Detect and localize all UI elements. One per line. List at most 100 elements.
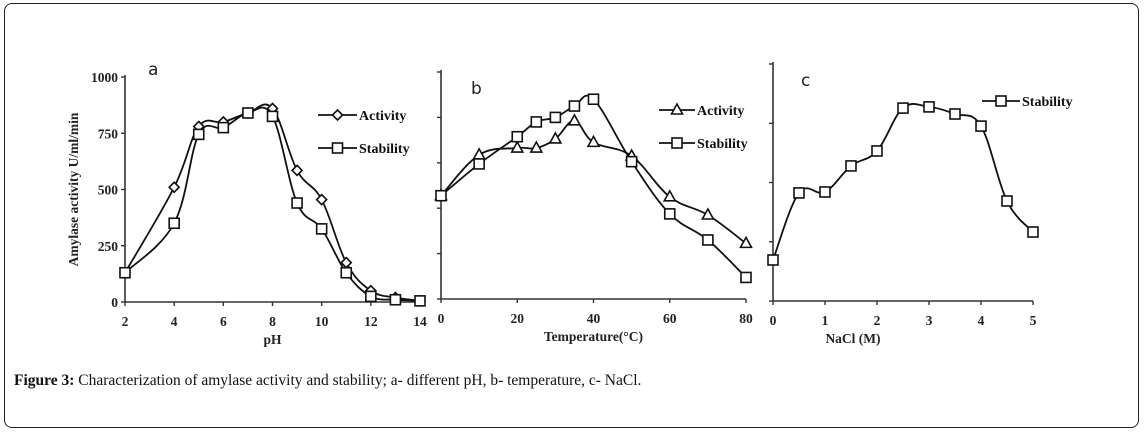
- caption-text: Characterization of amylase activity and…: [74, 372, 642, 389]
- data-point-activity: [510, 140, 525, 153]
- data-point-stability: [793, 187, 805, 199]
- x-tick-label: 12: [364, 314, 378, 329]
- legend-label: Activity: [697, 104, 744, 119]
- data-point-stability: [389, 293, 402, 306]
- data-point-stability: [740, 271, 752, 284]
- data-point-stability: [568, 100, 581, 112]
- x-tick-label: 80: [739, 311, 753, 326]
- x-tick-label: 10: [315, 314, 329, 329]
- x-tick-label: 1: [822, 313, 829, 328]
- chart-panel-a: 0 250 500 750 1000 2 4 6 8 10 12 14 pH Amylase activi…: [66, 60, 427, 347]
- figure-frame: [4, 3, 1139, 428]
- series-line-activity: [124, 103, 421, 302]
- data-point-stability: [365, 290, 377, 303]
- x-tick-label: 60: [663, 311, 677, 326]
- data-point-activity: [567, 113, 582, 126]
- y-tick-label: 0: [111, 295, 118, 310]
- x-tick-label: 3: [926, 313, 933, 328]
- data-point-stability: [340, 266, 353, 279]
- data-point-stability: [1001, 195, 1013, 207]
- data-point-stability: [291, 197, 303, 209]
- data-point-stability: [923, 101, 935, 113]
- series-activity: [434, 113, 753, 249]
- x-tick-label: 20: [511, 311, 525, 326]
- panel-letter: a: [148, 60, 158, 80]
- series-line-stability: [772, 103, 1034, 261]
- data-point-activity: [290, 164, 304, 177]
- data-point-activity: [739, 235, 753, 249]
- x-tick-label: 40: [587, 311, 601, 326]
- series-stability: [435, 93, 752, 284]
- legend-marker: [995, 95, 1007, 107]
- data-point-stability: [217, 121, 230, 134]
- y-tick-label: 750: [98, 126, 119, 141]
- data-point-activity: [472, 147, 486, 160]
- data-point-stability: [819, 186, 831, 198]
- data-point-stability: [414, 295, 426, 307]
- legend-item-stability: Stability: [982, 95, 1073, 110]
- data-point-activity: [548, 131, 563, 144]
- legend-label: Stability: [697, 137, 748, 152]
- data-point-activity: [529, 140, 544, 153]
- x-tick-label: 0: [438, 311, 445, 326]
- data-point-activity: [315, 193, 328, 206]
- x-tick-label: 6: [220, 314, 227, 329]
- legend-marker: [671, 137, 683, 149]
- data-point-stability: [549, 111, 562, 124]
- data-point-stability: [473, 158, 485, 170]
- series-stability: [119, 106, 426, 307]
- y-tick-label: 1000: [91, 70, 118, 85]
- chart-panel-b: 0 20 40 60 80 Temperature(°C) b Activity Stabili…: [434, 70, 753, 344]
- data-point-activity: [701, 207, 715, 220]
- legend-item-activity: Activity: [318, 108, 406, 124]
- y-tick-label: 250: [98, 239, 119, 254]
- data-point-stability: [266, 110, 279, 123]
- data-point-stability: [702, 234, 714, 246]
- data-point-stability: [845, 160, 857, 172]
- y-axis-title: Amylase activity U/ml/min: [66, 112, 81, 266]
- x-tick-label: 5: [1030, 313, 1037, 328]
- data-point-stability: [975, 120, 987, 132]
- data-point-stability: [625, 155, 638, 168]
- legend-marker: [670, 102, 684, 115]
- x-axis-title: pH: [263, 332, 282, 347]
- data-point-stability: [871, 145, 883, 157]
- legend-item-stability: Stability: [318, 142, 410, 157]
- legend-item-stability: Stability: [659, 137, 748, 152]
- data-point-stability: [530, 116, 543, 128]
- data-point-stability: [663, 208, 676, 220]
- data-point-stability: [767, 254, 779, 266]
- data-point-stability: [511, 130, 524, 143]
- series-line-stability: [124, 106, 421, 302]
- data-point-activity: [586, 134, 601, 148]
- data-point-stability: [949, 108, 961, 120]
- legend-marker: [331, 108, 344, 122]
- data-point-stability: [242, 107, 254, 119]
- data-point-stability: [119, 266, 131, 279]
- legend-item-activity: Activity: [659, 102, 744, 119]
- data-point-activity: [662, 189, 677, 202]
- data-point-stability: [315, 223, 328, 235]
- legend-label: Stability: [1022, 95, 1073, 110]
- figure-caption: Figure 3: Characterization of amylase ac…: [14, 372, 641, 390]
- data-point-stability: [587, 93, 600, 106]
- x-axis-title: NaCl (M): [825, 331, 880, 346]
- y-tick-label: 500: [98, 183, 119, 198]
- x-axis-title: Temperature(°C): [544, 329, 643, 344]
- data-point-stability: [897, 102, 909, 114]
- data-point-stability: [192, 128, 205, 141]
- series-activity: [118, 102, 427, 308]
- legend-label: Activity: [359, 109, 406, 124]
- legend-marker: [331, 142, 344, 154]
- series-stability: [767, 101, 1039, 266]
- x-tick-label: 14: [413, 314, 427, 329]
- x-tick-label: 2: [122, 314, 129, 329]
- data-point-stability: [168, 217, 180, 230]
- x-tick-label: 8: [269, 314, 276, 329]
- chart-panel-c: 0 1 2 3 4 5 NaCl (M) c Stability: [767, 62, 1073, 346]
- panel-letter: c: [801, 71, 810, 91]
- caption-label: Figure 3:: [14, 372, 75, 389]
- series-line-stability: [440, 94, 747, 279]
- x-tick-label: 4: [171, 314, 178, 329]
